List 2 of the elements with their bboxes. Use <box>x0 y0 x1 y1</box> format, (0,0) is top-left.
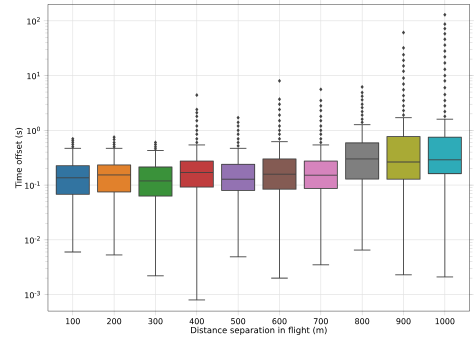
x-axis-title: Distance separation in flight (m) <box>191 326 327 335</box>
y-axis-title: Time offset (s) <box>15 128 23 188</box>
